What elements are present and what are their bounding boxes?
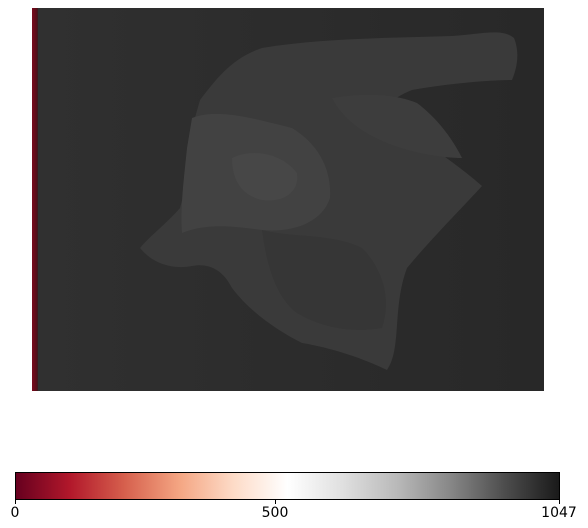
colorbar-tick-500 (275, 500, 276, 504)
colorbar-tick-label: 500 (261, 505, 289, 521)
depth-map-image (32, 8, 544, 391)
cloth-object (140, 32, 518, 370)
cloth-fold-highlight (232, 153, 298, 201)
colorbar-tick-1047 (559, 500, 560, 504)
colorbar (15, 472, 560, 500)
colorbar-gradient (16, 473, 559, 499)
colorbar-tick-label: 1047 (541, 505, 577, 521)
cloth-fold-right (332, 94, 462, 158)
colorbar-tick-0 (15, 500, 16, 504)
invalid-depth-edge-stripe (32, 8, 38, 391)
depth-map-canvas (32, 8, 544, 391)
cloth-fold-lower (262, 230, 386, 330)
colorbar-tick-label: 0 (10, 505, 20, 521)
